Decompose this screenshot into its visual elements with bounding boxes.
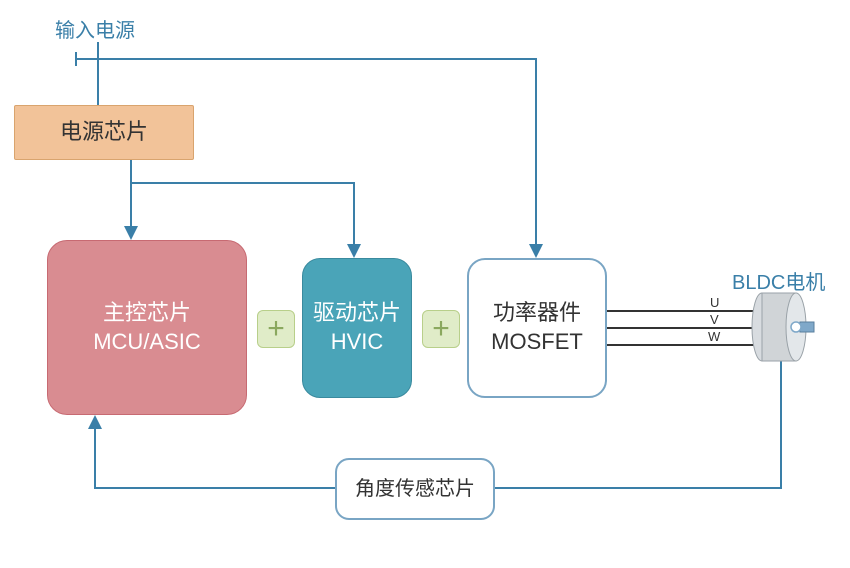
hvic-line2: HVIC <box>331 328 384 357</box>
hvic-line1: 驱动芯片 <box>313 299 401 328</box>
mcu-line2: MCU/ASIC <box>93 328 201 357</box>
phase-wire-w <box>607 344 757 346</box>
angle-sensor-text: 角度传感芯片 <box>355 476 475 502</box>
line-top-hbar <box>75 58 537 60</box>
line-powerchip-hbar <box>130 182 355 184</box>
phase-wire-v <box>607 327 757 329</box>
mcu-line1: 主控芯片 <box>103 299 191 328</box>
plus2-symbol: + <box>432 312 450 346</box>
mosfet-line1: 功率器件 <box>493 299 581 328</box>
line-to-hvic <box>353 182 355 246</box>
power-chip-text: 电源芯片 <box>60 118 148 147</box>
phase-wire-u <box>607 310 757 312</box>
arrow-to-mosfet <box>529 244 543 258</box>
line-bottom-to-mcu <box>94 427 96 489</box>
mcu-block: 主控芯片 MCU/ASIC <box>47 240 247 415</box>
arrow-bottom-to-mcu <box>88 415 102 429</box>
input-power-label: 输入电源 <box>55 14 135 43</box>
power-chip-block: 电源芯片 <box>14 105 194 160</box>
phase-w-label: W <box>708 329 720 344</box>
line-to-power-chip <box>97 58 99 105</box>
plus1-symbol: + <box>267 312 285 346</box>
line-to-mcu <box>130 182 132 228</box>
plus-connector-2: + <box>422 310 460 348</box>
line-powerchip-down <box>130 160 132 184</box>
arrow-to-mcu <box>124 226 138 240</box>
arrow-to-hvic <box>347 244 361 258</box>
line-top-to-mosfet <box>535 58 537 246</box>
angle-sensor-block: 角度传感芯片 <box>335 458 495 520</box>
line-motor-down <box>780 352 782 489</box>
mosfet-line2: MOSFET <box>491 328 583 357</box>
line-top-tcap <box>75 52 77 66</box>
phase-v-label: V <box>710 312 719 327</box>
phase-u-label: U <box>710 295 719 310</box>
motor-icon <box>750 291 820 363</box>
hvic-block: 驱动芯片 HVIC <box>302 258 412 398</box>
mosfet-block: 功率器件 MOSFET <box>467 258 607 398</box>
line-input-tick <box>97 42 99 58</box>
plus-connector-1: + <box>257 310 295 348</box>
